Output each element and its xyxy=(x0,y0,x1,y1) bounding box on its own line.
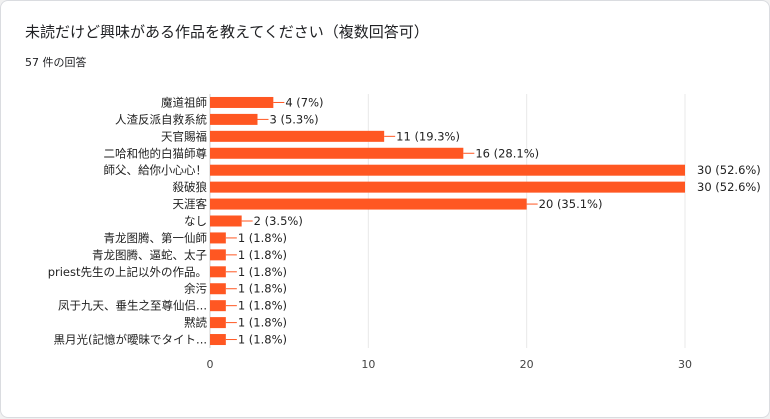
bar xyxy=(210,215,242,227)
x-tick-label: 10 xyxy=(361,358,375,371)
data-label: 16 (28.1%) xyxy=(475,146,539,160)
bar xyxy=(210,164,685,176)
category-label: 二哈和他的白猫師尊 xyxy=(104,146,208,160)
category-label: priest先生の上記以外の作品。 xyxy=(48,265,207,279)
bar xyxy=(210,334,226,346)
category-label: なし xyxy=(184,214,207,228)
data-label: 1 (1.8%) xyxy=(238,265,287,279)
bar xyxy=(210,249,226,261)
category-label: 黒月光(記憶が曖昧でタイト... xyxy=(54,333,207,347)
data-label: 3 (5.3%) xyxy=(270,112,319,126)
bar xyxy=(210,266,226,278)
category-label: 青龙图腾、第一仙師 xyxy=(104,231,208,245)
category-label: 魔道祖師 xyxy=(161,95,207,109)
category-label: 凤于九天、垂生之至尊仙侣... xyxy=(58,299,207,313)
bar xyxy=(210,283,226,295)
bar xyxy=(210,198,527,210)
bar xyxy=(210,181,685,193)
category-label: 天涯客 xyxy=(173,197,208,211)
category-label: 黙読 xyxy=(184,316,207,330)
data-label: 30 (52.6%) xyxy=(697,180,761,194)
bar xyxy=(210,232,226,244)
bar xyxy=(210,96,274,108)
category-label: 青龙图腾、逼蛇、太子 xyxy=(92,248,207,262)
category-label: 人渣反派自救系統 xyxy=(115,112,207,126)
x-tick-label: 30 xyxy=(678,358,692,371)
data-label: 1 (1.8%) xyxy=(238,316,287,330)
category-label: 殺破狼 xyxy=(173,180,208,194)
data-label: 1 (1.8%) xyxy=(238,231,287,245)
data-label: 4 (7%) xyxy=(285,95,323,109)
data-label: 20 (35.1%) xyxy=(539,197,603,211)
category-label: 余污 xyxy=(184,282,207,296)
x-tick-label: 0 xyxy=(207,358,214,371)
data-label: 1 (1.8%) xyxy=(238,299,287,313)
bar xyxy=(210,300,226,312)
chart-title: 未読だけど興味がある作品を教えてください（複数回答可） xyxy=(25,23,429,41)
bar xyxy=(210,317,226,329)
response-count: 57 件の回答 xyxy=(25,56,87,69)
x-tick-label: 20 xyxy=(520,358,534,371)
data-label: 1 (1.8%) xyxy=(238,333,287,347)
data-label: 11 (19.3%) xyxy=(396,129,460,143)
bar xyxy=(210,130,385,142)
category-label: 天官賜福 xyxy=(161,129,207,143)
data-label: 1 (1.8%) xyxy=(238,248,287,262)
data-label: 1 (1.8%) xyxy=(238,282,287,296)
category-label: 師父、給你小心心！ xyxy=(104,163,208,177)
data-label: 30 (52.6%) xyxy=(697,163,761,177)
data-label: 2 (3.5%) xyxy=(254,214,303,228)
bar xyxy=(210,113,258,125)
bar xyxy=(210,147,464,159)
